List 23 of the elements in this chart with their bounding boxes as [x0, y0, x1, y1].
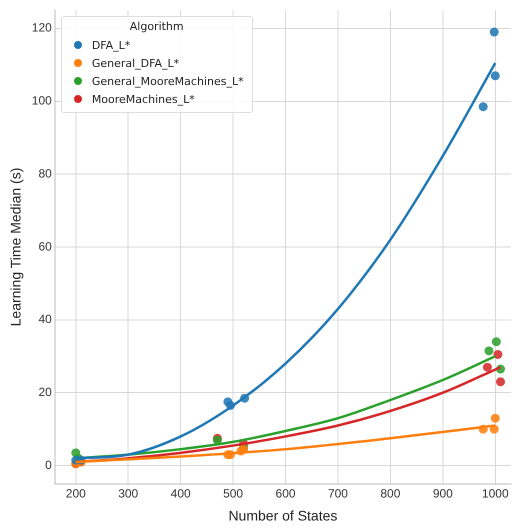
y-tick-label: 0	[45, 458, 52, 472]
x-tick-label: 700	[328, 486, 348, 500]
x-axis-title: Number of States	[228, 507, 338, 524]
x-tick-label: 500	[223, 486, 244, 500]
x-tick-label: 300	[118, 486, 139, 500]
legend-label: DFA_L*	[92, 38, 130, 52]
x-tick-label: 600	[276, 486, 296, 500]
y-axis-title: Learning Time Median (s)	[7, 168, 24, 326]
x-tick-label: 800	[380, 486, 401, 500]
y-tick-label: 80	[38, 166, 52, 180]
y-tick-label: 120	[32, 20, 52, 35]
y-tick-label: 20	[38, 385, 52, 400]
legend-label: MooreMachines_L*	[92, 92, 195, 106]
y-tick-label: 100	[32, 94, 52, 108]
y-tick-label: 60	[38, 239, 52, 254]
y-tick-label: 40	[38, 312, 52, 326]
legend-label: General_MooreMachines_L*	[92, 74, 244, 88]
x-tick-label: 200	[66, 486, 86, 500]
legend-label: General_DFA_L*	[92, 56, 180, 70]
legend-title: Algorithm	[128, 20, 185, 34]
x-tick-label: 1000	[482, 486, 509, 500]
x-tick-label: 900	[432, 486, 454, 500]
x-tick-label: 400	[170, 486, 191, 500]
